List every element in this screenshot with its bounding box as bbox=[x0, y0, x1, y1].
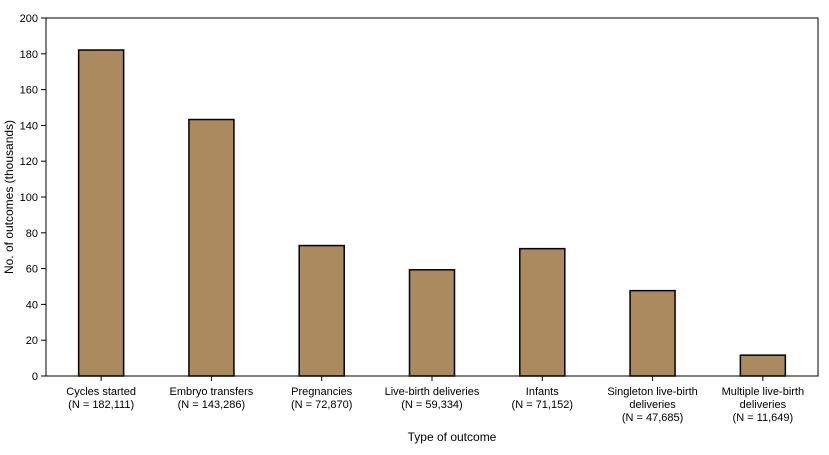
y-tick-label: 140 bbox=[20, 120, 38, 132]
bar bbox=[629, 289, 676, 377]
y-axis-title: No. of outcomes (thousands) bbox=[2, 120, 16, 274]
y-tick-label: 100 bbox=[20, 192, 38, 204]
y-tick-label: 0 bbox=[32, 371, 38, 383]
x-axis-title: Type of outcome bbox=[408, 430, 497, 444]
x-tick-label: Infants bbox=[526, 386, 560, 398]
y-tick-label: 120 bbox=[20, 156, 38, 168]
bars bbox=[77, 49, 787, 377]
x-tick-label: (N = 11,649) bbox=[733, 412, 794, 424]
bar bbox=[408, 269, 456, 377]
x-tick-label: Live-birth deliveries bbox=[385, 386, 480, 398]
x-tick-label: (N = 59,334) bbox=[401, 399, 462, 411]
bar bbox=[519, 247, 566, 377]
y-tick-label: 200 bbox=[20, 13, 38, 25]
x-axis-labels: Cycles started(N = 182,111) Embryo transf… bbox=[66, 376, 804, 424]
y-tick-label: 180 bbox=[20, 49, 38, 61]
x-tick-label: (N = 72,870) bbox=[291, 399, 352, 411]
y-tick-label: 80 bbox=[26, 228, 38, 240]
y-tick-label: 60 bbox=[26, 264, 38, 276]
y-tick-label: 160 bbox=[20, 85, 38, 97]
x-tick-label: (N = 47,685) bbox=[622, 412, 683, 424]
x-tick-label: (N = 143,286) bbox=[178, 399, 246, 411]
x-tick-label: Singleton live-birth bbox=[607, 386, 698, 398]
x-tick-label: deliveries bbox=[629, 399, 676, 411]
bar bbox=[298, 244, 345, 377]
x-tick-label: Embryo transfers bbox=[170, 386, 254, 398]
y-tick-label: 20 bbox=[26, 335, 38, 347]
x-tick-label: Cycles started bbox=[66, 386, 136, 398]
bar bbox=[188, 118, 235, 377]
x-tick-label: Multiple live-birth bbox=[722, 386, 805, 398]
x-tick-label: Pregnancies bbox=[291, 386, 353, 398]
y-axis: 0 20 40 60 80 100 120 140 160 180 200 bbox=[20, 13, 46, 383]
x-tick-label: (N = 182,111) bbox=[68, 399, 134, 411]
x-tick-label: deliveries bbox=[740, 399, 787, 411]
bar bbox=[739, 354, 787, 377]
x-tick-label: (N = 71,152) bbox=[512, 399, 573, 411]
bar bbox=[77, 49, 125, 377]
y-tick-label: 40 bbox=[26, 299, 38, 311]
